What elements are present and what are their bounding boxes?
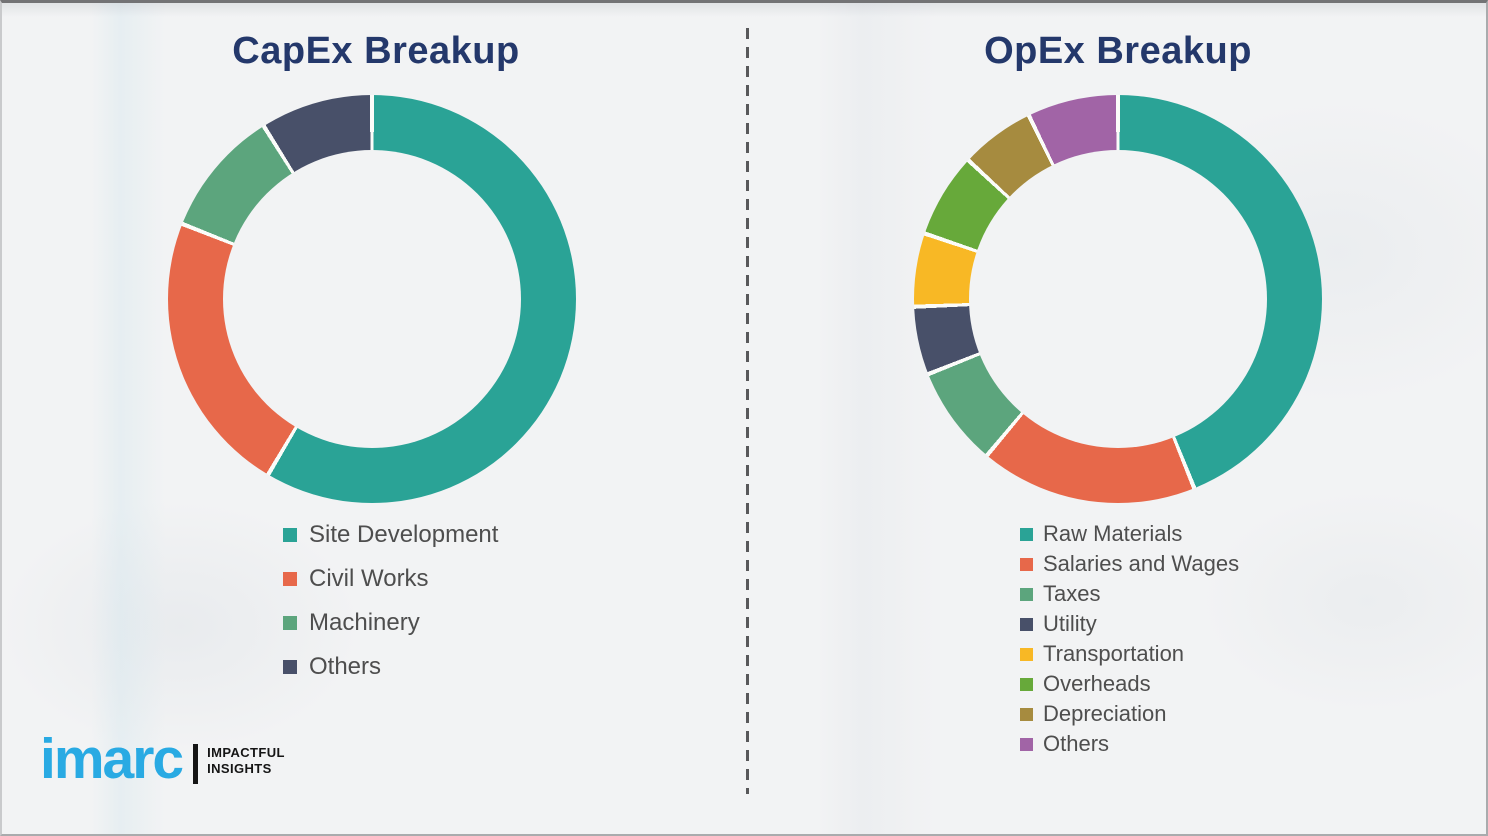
capex-donut-chart xyxy=(168,95,576,503)
opex-legend: Raw Materials Salaries and Wages Taxes Util… xyxy=(1020,519,1239,759)
legend-label: Depreciation xyxy=(1043,701,1167,726)
legend-item: Others xyxy=(1020,729,1239,759)
legend-item: Others xyxy=(283,645,498,689)
legend-label: Salaries and Wages xyxy=(1043,551,1240,576)
legend-marker xyxy=(283,572,297,586)
legend-item: Depreciation xyxy=(1020,699,1239,729)
legend-label: Machinery xyxy=(309,609,420,636)
legend-marker xyxy=(1020,527,1033,541)
legend-item: Taxes xyxy=(1020,579,1239,609)
legend-label: Raw Materials xyxy=(1043,521,1183,546)
legend-item: Site Development xyxy=(283,513,498,557)
legend-marker xyxy=(1020,737,1033,751)
legend-item: Machinery xyxy=(283,601,498,645)
capex-chart-title: CapEx Breakup xyxy=(232,30,520,72)
legend-label: Transportation xyxy=(1043,641,1185,666)
legend-label: Taxes xyxy=(1043,581,1101,606)
legend-item: Utility xyxy=(1020,609,1239,639)
tagline-line1: IMPACTFUL xyxy=(207,745,285,760)
legend-label: Overheads xyxy=(1043,671,1151,696)
imarc-logo: imarc IMPACTFUL INSIGHTS xyxy=(40,731,285,788)
tagline-line2: INSIGHTS xyxy=(207,761,272,777)
legend-label: Others xyxy=(309,653,382,680)
dashed-divider xyxy=(746,28,749,794)
legend-item: Civil Works xyxy=(283,557,498,601)
legend-marker xyxy=(1020,707,1033,721)
opex-chart-title: OpEx Breakup xyxy=(984,30,1252,72)
capex-donut-hole xyxy=(223,150,521,448)
legend-label: Others xyxy=(1043,731,1110,756)
imarc-logo-text: imarc xyxy=(40,727,184,791)
legend-marker xyxy=(283,660,297,674)
legend-label: Civil Works xyxy=(309,565,429,592)
legend-marker xyxy=(283,616,297,630)
legend-marker xyxy=(1020,647,1033,661)
legend-marker xyxy=(1020,617,1033,631)
logo-tagline: IMPACTFUL INSIGHTS xyxy=(207,745,285,778)
legend-marker xyxy=(283,528,297,542)
opex-donut-hole xyxy=(969,150,1267,448)
capex-legend: Site Development Civil Works Machinery Othe… xyxy=(283,513,498,689)
legend-item: Transportation xyxy=(1020,639,1239,669)
legend-item: Salaries and Wages xyxy=(1020,549,1239,579)
legend-item: Raw Materials xyxy=(1020,519,1239,549)
logo-divider-bar xyxy=(193,744,199,784)
legend-marker xyxy=(1020,587,1033,601)
opex-donut-chart xyxy=(914,95,1322,503)
legend-label: Utility xyxy=(1043,611,1097,636)
legend-marker xyxy=(1020,557,1033,571)
legend-item: Overheads xyxy=(1020,669,1239,699)
legend-marker xyxy=(1020,677,1033,691)
legend-label: Site Development xyxy=(309,521,499,548)
